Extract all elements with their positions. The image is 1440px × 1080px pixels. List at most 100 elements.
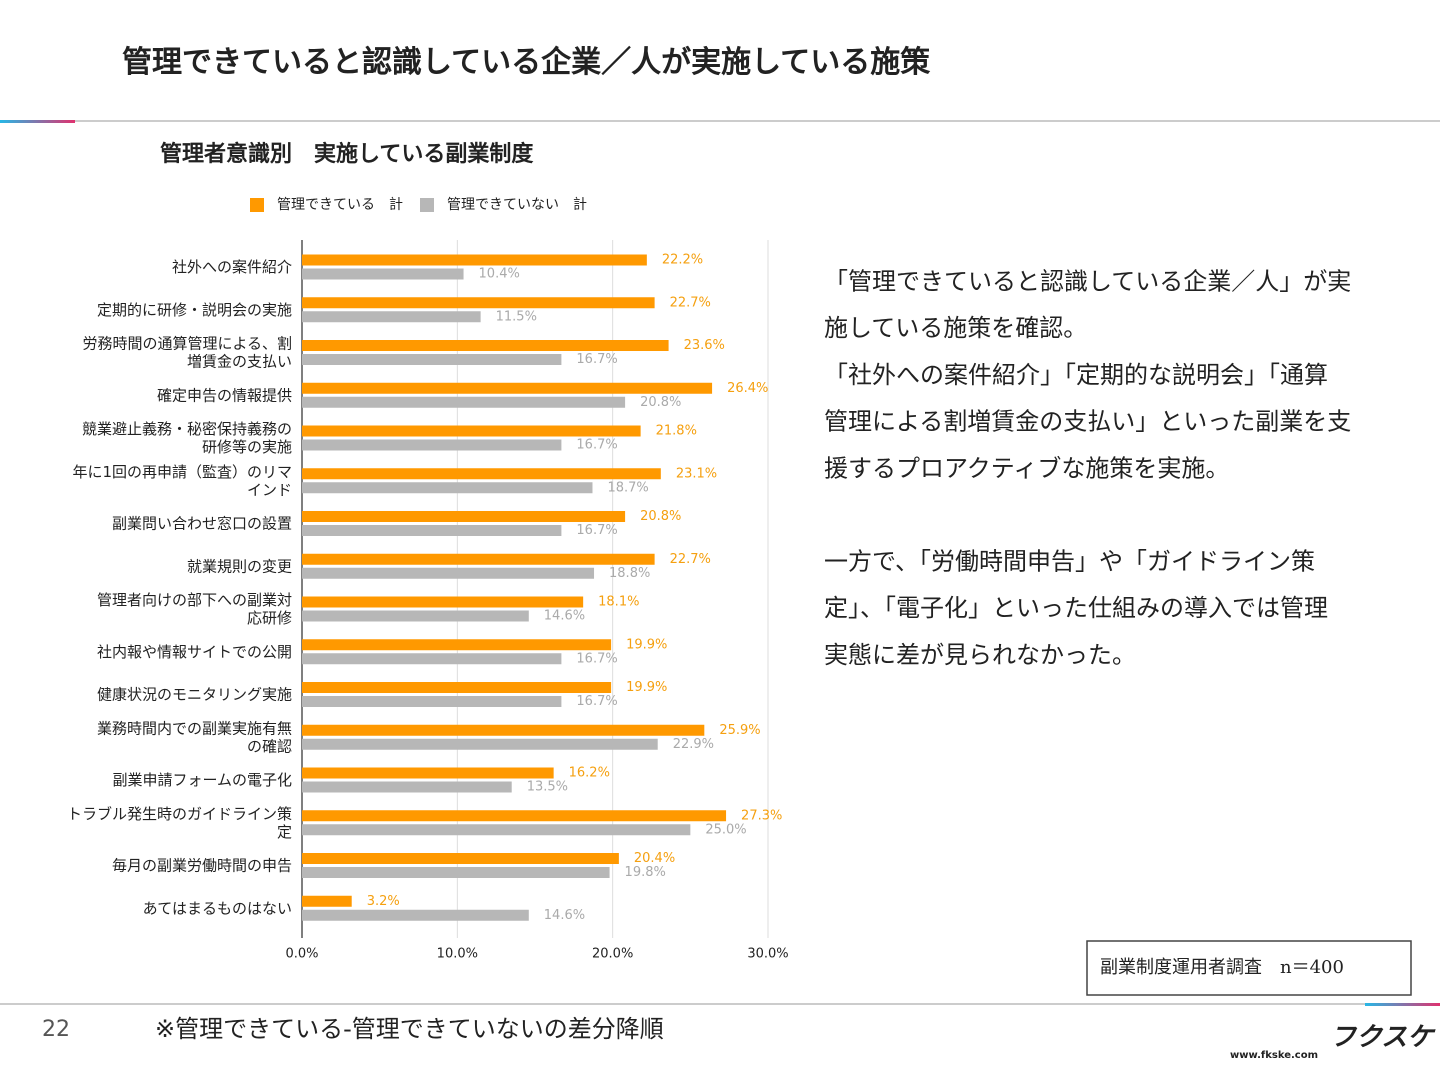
bar bbox=[302, 511, 626, 522]
bar bbox=[302, 895, 352, 907]
bar bbox=[302, 867, 610, 878]
bar bbox=[302, 297, 655, 309]
value-label: 16.7% bbox=[576, 438, 617, 453]
bar bbox=[302, 425, 641, 437]
x-tick-label: 0.0% bbox=[285, 947, 318, 962]
value-label: 23.6% bbox=[684, 338, 725, 353]
bar bbox=[302, 696, 562, 707]
body-text: 「管理できていると認識している企業／人」が実 bbox=[824, 268, 1351, 296]
bar bbox=[302, 439, 562, 451]
value-label: 22.2% bbox=[662, 253, 703, 268]
body-text: 一方で、「労働時間申告」や「ガイドライン策 bbox=[824, 548, 1315, 576]
value-label: 13.5% bbox=[527, 780, 568, 795]
bar bbox=[302, 468, 661, 480]
y-tick-label: 定期的に研修・説明会の実施 bbox=[97, 300, 292, 318]
bar bbox=[302, 382, 713, 394]
value-label: 18.8% bbox=[609, 566, 650, 581]
bar bbox=[302, 738, 658, 750]
bar bbox=[302, 682, 612, 693]
legend-swatch bbox=[250, 198, 264, 212]
value-label: 21.8% bbox=[656, 424, 697, 439]
x-tick-label: 30.0% bbox=[747, 947, 788, 962]
value-label: 16.2% bbox=[569, 766, 610, 781]
bar bbox=[302, 340, 669, 351]
y-tick-label: 労務時間の通算管理による、割増賃金の支払い bbox=[82, 334, 292, 370]
value-label: 23.1% bbox=[676, 466, 717, 481]
bar bbox=[302, 610, 529, 622]
y-tick-label: 業務時間内での副業実施有無の確認 bbox=[97, 719, 292, 755]
value-label: 20.8% bbox=[640, 395, 681, 410]
value-label: 10.4% bbox=[479, 267, 520, 282]
bar bbox=[302, 354, 562, 365]
body-text: 施している施策を確認。 bbox=[824, 314, 1087, 342]
body-text: 援するプロアクティブな施策を実施。 bbox=[824, 454, 1229, 482]
y-tick-label: 副業申請フォームの電子化 bbox=[112, 771, 292, 789]
y-tick-label: 副業問い合わせ窓口の設置 bbox=[112, 514, 292, 532]
bar bbox=[302, 909, 529, 921]
x-tick-label: 10.0% bbox=[437, 947, 478, 962]
bar bbox=[302, 396, 626, 408]
body-text: 実態に差が見られなかった。 bbox=[824, 641, 1136, 669]
chart-title: 管理者意識別 実施している副業制度 bbox=[160, 141, 534, 167]
logo: フクスケ bbox=[1330, 1023, 1436, 1053]
value-label: 16.7% bbox=[576, 651, 617, 666]
legend-swatch bbox=[420, 198, 434, 212]
value-label: 22.7% bbox=[670, 295, 711, 310]
y-tick-label: 社外への案件紹介 bbox=[172, 258, 292, 276]
value-label: 20.4% bbox=[634, 851, 675, 866]
slide-title: 管理できていると認識している企業／人が実施している施策 bbox=[122, 45, 930, 80]
bar bbox=[302, 553, 655, 565]
bar bbox=[302, 596, 584, 608]
bar bbox=[302, 525, 562, 536]
value-label: 18.1% bbox=[598, 595, 639, 610]
footer-accent bbox=[1365, 1003, 1440, 1006]
bar bbox=[302, 254, 647, 266]
bar bbox=[302, 268, 464, 280]
value-label: 26.4% bbox=[727, 381, 768, 396]
value-label: 16.7% bbox=[576, 523, 617, 538]
value-label: 19.9% bbox=[626, 637, 667, 652]
body-text: 定」、「電子化」といった仕組みの導入では管理 bbox=[824, 594, 1328, 622]
y-tick-label: 競業避止義務・秘密保持義務の研修等の実施 bbox=[82, 420, 292, 456]
value-label: 22.9% bbox=[673, 737, 714, 752]
y-tick-label: 社内報や情報サイトでの公開 bbox=[97, 642, 292, 660]
header-accent bbox=[0, 120, 75, 123]
bar bbox=[302, 653, 562, 665]
bar bbox=[302, 810, 727, 822]
value-label: 25.0% bbox=[705, 822, 746, 837]
value-label: 16.7% bbox=[576, 694, 617, 709]
value-label: 14.6% bbox=[544, 908, 585, 923]
x-tick-label: 20.0% bbox=[592, 947, 633, 962]
legend-label: 管理できている 計 bbox=[277, 197, 403, 213]
y-tick-label: あてはまるものはない bbox=[143, 899, 292, 917]
value-label: 11.5% bbox=[496, 309, 537, 324]
y-tick-label: トラブル発生時のガイドライン策定 bbox=[67, 804, 292, 840]
value-label: 19.9% bbox=[626, 680, 667, 695]
bar bbox=[302, 639, 612, 651]
footnote: ※管理できている-管理できていないの差分降順 bbox=[155, 1015, 664, 1043]
bar bbox=[302, 853, 619, 864]
body-text: 管理による割増賃金の支払い」といった副業を支 bbox=[824, 408, 1351, 436]
value-label: 25.9% bbox=[719, 723, 760, 738]
value-label: 3.2% bbox=[367, 894, 400, 909]
bar bbox=[302, 824, 691, 836]
y-tick-label: 就業規則の変更 bbox=[187, 557, 292, 575]
value-label: 19.8% bbox=[625, 865, 666, 880]
bar bbox=[302, 724, 705, 736]
bar bbox=[302, 781, 512, 793]
page-number: 22 bbox=[42, 1017, 70, 1042]
value-label: 20.8% bbox=[640, 509, 681, 524]
bar bbox=[302, 567, 595, 579]
value-label: 22.7% bbox=[670, 552, 711, 567]
y-tick-label: 管理者向けの部下への副業対応研修 bbox=[97, 591, 292, 627]
y-tick-label: 確定申告の情報提供 bbox=[157, 386, 292, 404]
value-label: 14.6% bbox=[544, 609, 585, 624]
bar bbox=[302, 311, 481, 323]
bar bbox=[302, 482, 593, 494]
url: www.fkske.com bbox=[1230, 1050, 1318, 1061]
value-label: 16.7% bbox=[576, 352, 617, 367]
value-label: 18.7% bbox=[607, 480, 648, 495]
y-tick-label: 毎月の副業労働時間の申告 bbox=[112, 856, 292, 874]
value-label: 27.3% bbox=[741, 808, 782, 823]
